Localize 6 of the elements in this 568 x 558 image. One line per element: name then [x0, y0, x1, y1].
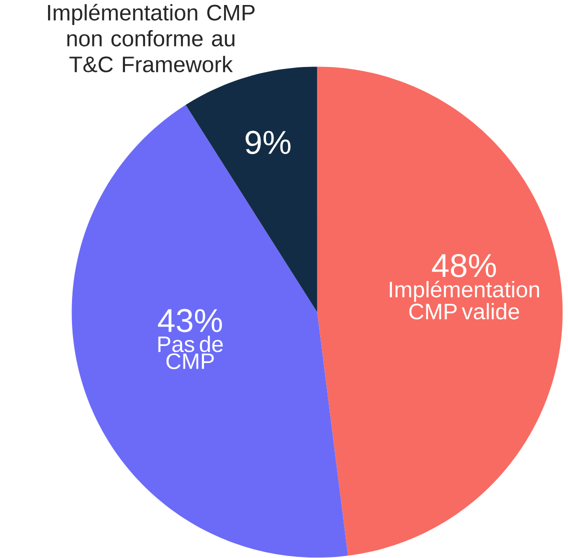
slice-label: Pas de CMP: [158, 336, 223, 370]
data-label: 48%: [432, 254, 496, 278]
data-label: 9%: [246, 131, 290, 154]
slice-label: Implémentation CMP non conforme au T&C Framework: [48, 4, 255, 73]
slice-label: Implémentation CMP valide: [390, 280, 540, 320]
data-label: 43%: [158, 309, 222, 332]
